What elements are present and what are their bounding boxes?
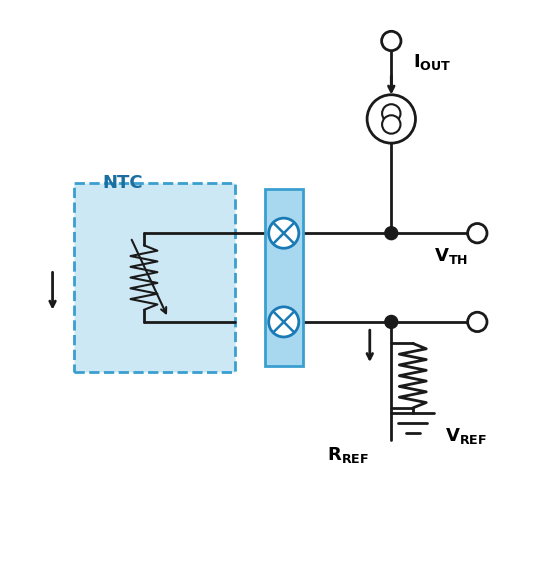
Text: $\mathbf{V_{REF}}$: $\mathbf{V_{REF}}$ bbox=[445, 426, 487, 446]
Circle shape bbox=[382, 104, 400, 123]
Circle shape bbox=[385, 227, 397, 240]
Circle shape bbox=[269, 218, 299, 249]
Circle shape bbox=[367, 95, 416, 143]
Circle shape bbox=[467, 312, 487, 332]
Text: $\mathbf{R_{REF}}$: $\mathbf{R_{REF}}$ bbox=[327, 445, 369, 465]
Circle shape bbox=[385, 315, 397, 328]
Circle shape bbox=[382, 115, 400, 134]
Text: $\mathbf{I_{OUT}}$: $\mathbf{I_{OUT}}$ bbox=[413, 52, 451, 73]
FancyBboxPatch shape bbox=[74, 183, 235, 372]
Bar bbox=[265, 189, 302, 366]
Text: $\mathbf{V_{TH}}$: $\mathbf{V_{TH}}$ bbox=[434, 246, 468, 266]
Circle shape bbox=[467, 223, 487, 243]
Circle shape bbox=[269, 307, 299, 337]
Text: NTC: NTC bbox=[102, 173, 143, 191]
Circle shape bbox=[382, 31, 401, 51]
